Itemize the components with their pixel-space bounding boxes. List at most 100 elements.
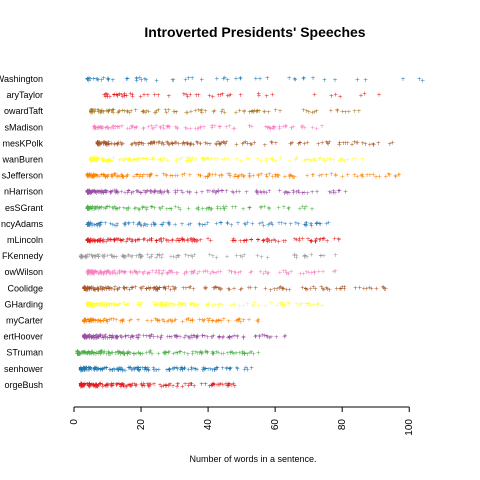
data-point: + [224, 365, 229, 372]
data-point: + [98, 381, 103, 388]
data-point: + [238, 158, 243, 165]
data-point: + [134, 269, 139, 276]
data-point: + [358, 93, 363, 100]
data-point: + [79, 383, 84, 390]
data-point: + [134, 253, 139, 260]
data-point: + [96, 141, 101, 148]
data-point: + [270, 221, 275, 228]
data-point: + [95, 76, 100, 83]
data-point: + [261, 270, 266, 277]
data-point: + [91, 383, 96, 390]
data-point: + [76, 351, 81, 358]
data-point: + [355, 140, 360, 147]
data-point: + [172, 286, 177, 293]
data-point: + [102, 349, 107, 356]
data-point: + [79, 383, 84, 390]
data-point: + [86, 222, 91, 229]
data-point: + [163, 286, 168, 293]
data-point: + [216, 382, 221, 389]
data-point: + [267, 188, 272, 195]
data-point: + [86, 381, 91, 388]
data-point: + [88, 204, 93, 211]
data-point: + [168, 301, 173, 308]
data-point: + [227, 366, 232, 373]
data-point: + [93, 158, 98, 165]
data-point: + [89, 269, 94, 276]
data-point: + [90, 301, 95, 308]
data-point: + [151, 286, 156, 293]
data-point: + [85, 334, 90, 341]
data-point: + [329, 171, 334, 178]
data-point: + [202, 124, 207, 131]
data-point: + [126, 221, 131, 228]
data-point: + [101, 205, 106, 212]
data-point: + [211, 270, 216, 277]
data-point: + [164, 206, 169, 213]
data-point: + [98, 140, 103, 147]
data-point: + [106, 108, 111, 115]
data-point: + [94, 172, 99, 179]
data-point: + [106, 157, 111, 164]
data-point: + [75, 351, 80, 358]
data-point: + [138, 254, 143, 261]
data-point: + [202, 366, 207, 373]
data-point: + [190, 349, 195, 356]
data-point: + [114, 301, 119, 308]
data-point: + [157, 318, 162, 325]
data-point: + [225, 253, 230, 260]
data-point: + [233, 204, 238, 211]
data-point: + [331, 190, 336, 197]
data-point: + [101, 189, 106, 196]
data-point: + [101, 254, 106, 261]
data-point: + [228, 173, 233, 180]
data-point: + [91, 237, 96, 244]
data-point: + [216, 285, 221, 292]
data-point: + [152, 187, 157, 194]
data-point: + [286, 271, 291, 278]
data-point: + [113, 124, 118, 131]
data-point: + [143, 222, 148, 229]
data-point: + [102, 270, 107, 277]
data-point: + [180, 141, 185, 148]
data-point: + [106, 268, 111, 275]
data-point: + [207, 383, 212, 390]
data-point: + [166, 219, 171, 226]
data-point: + [96, 270, 101, 277]
data-point: + [160, 204, 165, 211]
data-point: + [168, 205, 173, 212]
data-point: + [114, 206, 119, 213]
data-point: + [216, 349, 221, 356]
data-point: + [119, 268, 124, 275]
data-point: + [113, 334, 118, 341]
data-point: + [100, 365, 105, 372]
data-point: + [110, 107, 115, 114]
data-point: + [99, 124, 104, 131]
data-point: + [78, 254, 83, 261]
data-point: + [92, 124, 97, 131]
data-point: + [195, 126, 200, 133]
data-point: + [84, 286, 89, 293]
data-point: + [87, 284, 92, 291]
data-point: + [97, 237, 102, 244]
data-point: + [145, 222, 150, 229]
data-point: + [164, 172, 169, 179]
data-point: + [136, 365, 141, 372]
data-point: + [222, 206, 227, 213]
data-point: + [105, 319, 110, 326]
data-point: + [163, 286, 168, 293]
data-point: + [88, 156, 93, 163]
data-point: + [82, 316, 87, 323]
data-point: + [81, 366, 86, 373]
data-point: + [227, 171, 232, 178]
data-point: + [110, 108, 115, 115]
data-point: + [86, 221, 91, 228]
data-point: + [94, 301, 99, 308]
data-point: + [114, 187, 119, 194]
data-point: + [87, 252, 92, 259]
data-point: + [216, 317, 221, 324]
data-point: + [86, 317, 91, 324]
data-point: + [145, 204, 150, 211]
data-point: + [109, 381, 114, 388]
data-point: + [206, 301, 211, 308]
data-point: + [363, 77, 368, 84]
